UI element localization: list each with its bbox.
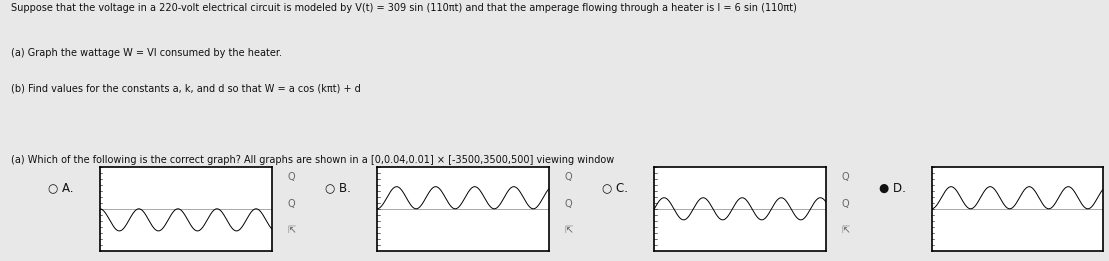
Text: (b) Find values for the constants a, k, and d so that W = a cos (kπt) + d: (b) Find values for the constants a, k, …	[11, 83, 360, 93]
Text: ○ A.: ○ A.	[49, 182, 73, 195]
Text: ⇱: ⇱	[842, 225, 849, 235]
Text: Q: Q	[287, 173, 295, 182]
Text: ○ B.: ○ B.	[325, 182, 352, 195]
Text: ● D.: ● D.	[879, 182, 906, 195]
Text: Q: Q	[564, 173, 572, 182]
Text: (a) Graph the wattage W = VI consumed by the heater.: (a) Graph the wattage W = VI consumed by…	[11, 49, 282, 58]
Text: Q: Q	[287, 199, 295, 209]
Text: ⇱: ⇱	[564, 225, 572, 235]
Text: (a) Which of the following is the correct graph? All graphs are shown in a [0,0.: (a) Which of the following is the correc…	[11, 155, 614, 165]
Text: Suppose that the voltage in a 220-volt electrical circuit is modeled by V(t) = 3: Suppose that the voltage in a 220-volt e…	[11, 3, 797, 13]
Text: Q: Q	[842, 173, 849, 182]
Text: Q: Q	[564, 199, 572, 209]
Text: Q: Q	[842, 199, 849, 209]
Text: ○ C.: ○ C.	[602, 182, 629, 195]
Text: ⇱: ⇱	[287, 225, 295, 235]
